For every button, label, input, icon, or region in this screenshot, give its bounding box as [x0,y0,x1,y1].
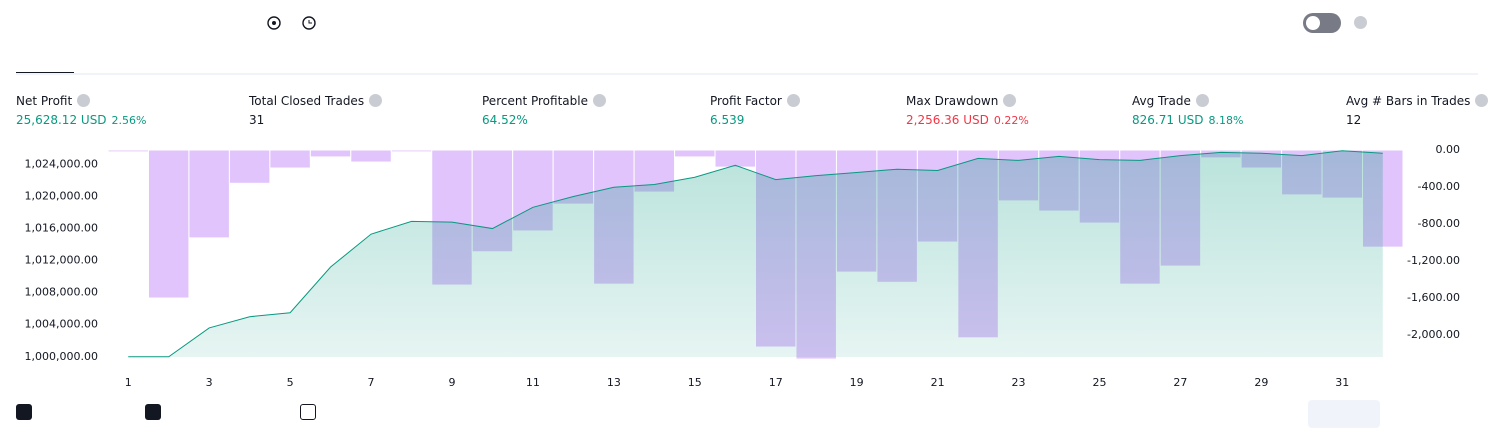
drawdown-bar [107,149,149,153]
info-icon [1475,94,1489,107]
y-tick-label: 1,004,000.00 [25,318,98,331]
drawdown-bar [228,149,271,184]
metric-value-text: 2,256.36 [906,113,960,127]
metric-value-text: 25,628.12 [16,113,78,127]
metric-label-text: Total Closed Trades [249,94,365,108]
info-icon [369,94,383,107]
drawdown-bar [309,149,352,158]
x-tick-label: 1 [125,376,132,389]
metric-label-text: Avg Trade [1132,94,1191,108]
metric-label: Avg # Bars in Trades [1346,94,1489,108]
info-icon [786,94,800,107]
info-icon [77,94,91,107]
equity-area [128,150,1383,357]
metric-value: 31 [249,113,264,127]
y2-tick-label: -400.00 [1418,180,1460,193]
drawdown-bar [714,149,756,168]
y-tick-label: 1,012,000.00 [25,254,98,267]
metric-value: 12 [1346,113,1361,127]
title-icons[interactable] [265,14,325,34]
chart: 1,000,000.00 1,004,000.00 1,008,000.00 1,01… [25,143,1461,389]
info-icon [1003,94,1017,107]
x-tick-label: 21 [931,376,945,389]
metric-label-text: Net Profit [16,94,73,108]
x-tick-label: 19 [850,376,864,389]
metric-value-text: 31 [249,113,265,127]
toggle-label [1349,16,1367,31]
metric-label: Percent Profitable [482,94,606,108]
tab-divider [16,73,1478,75]
drawdown-bar [269,149,311,169]
x-tick-label: 5 [287,376,294,389]
toggle[interactable] [1303,13,1341,33]
x-tick-label: 15 [688,376,702,389]
x-tick-label: 7 [368,376,375,389]
drawdown-bar [350,149,392,163]
metric-label-text: Max Drawdown [906,94,999,108]
metric-percent: 2.56% [111,114,147,127]
legend-toggle[interactable] [300,404,325,420]
metric-label: Total Closed Trades [249,94,383,108]
y2-tick-label: -800.00 [1418,217,1460,230]
metric-value-text: 6.539 [710,113,745,127]
metric-label-text: Avg # Bars in Trades [1346,94,1471,108]
metric-value: 25,628.12 USD 2.56% [16,113,147,127]
metric-label-text: Percent Profitable [482,94,588,108]
info-icon [1195,94,1209,107]
x-tick-label: 11 [526,376,540,389]
metric-unit: USD [1177,113,1204,127]
y-tick-label: 1,024,000.00 [25,157,98,170]
drawdown-bar [390,149,433,153]
x-tick-label: 23 [1012,376,1026,389]
x-tick-label: 25 [1092,376,1106,389]
metric-value: 2,256.36 USD 0.22% [906,113,1029,127]
metric-value-text: 12 [1346,113,1362,127]
drawdown-bar [147,149,190,299]
y2-tick-label: -2,000.00 [1407,328,1460,341]
drawdown-bar [188,149,230,239]
y2-tick-label: -1,600.00 [1407,291,1460,304]
x-tick-label: 31 [1335,376,1349,389]
metric-unit: USD [80,113,107,127]
x-tick-label: 3 [206,376,213,389]
metric-unit: USD [963,113,989,127]
x-tick-label: 17 [769,376,783,389]
metric-label: Max Drawdown [906,94,1017,108]
y2-tick-label: -1,200.00 [1407,254,1460,267]
metric-percent: 8.18% [1208,114,1244,127]
x-tick-label: 9 [448,376,455,389]
equity-line [128,150,1383,358]
metric-value-text: 64.52% [482,113,528,127]
y-tick-label: 1,020,000.00 [25,189,98,202]
y2-tick-label: 0.00 [1436,143,1461,156]
metric-value-text: 826.71 [1132,113,1174,127]
metric-label: Net Profit [16,94,91,108]
x-tick-label: 27 [1173,376,1187,389]
metric-label: Profit Factor [710,94,800,108]
drawdown-bar [674,149,716,158]
x-tick-label: 13 [607,376,621,389]
info-icon [592,94,606,107]
x-tick-label: 29 [1254,376,1268,389]
legend-toggle[interactable] [145,404,170,420]
metric-label: Avg Trade [1132,94,1209,108]
y-tick-label: 1,016,000.00 [25,222,98,235]
y-tick-label: 1,008,000.00 [25,286,98,299]
metric-value: 826.71 USD 8.18% [1132,113,1243,127]
legend-toggle[interactable] [16,404,41,420]
scale-button[interactable] [1308,400,1380,428]
metric-value: 64.52% [482,113,528,127]
metric-value: 6.539 [710,113,744,127]
y-tick-label: 1,000,000.00 [25,350,98,363]
metric-label-text: Profit Factor [710,94,782,108]
metric-percent: 0.22% [993,114,1029,127]
